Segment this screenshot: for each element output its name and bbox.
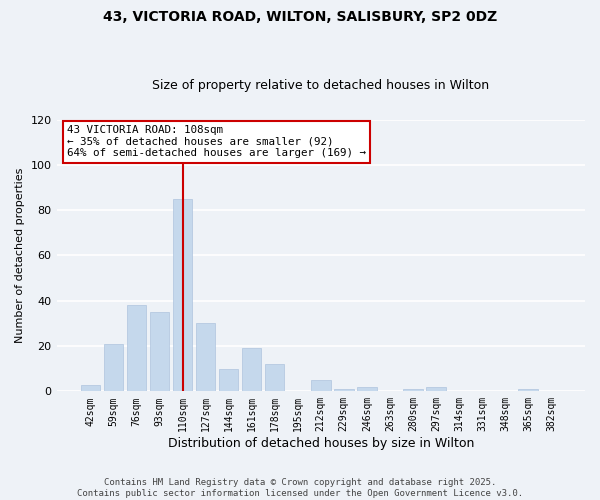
X-axis label: Distribution of detached houses by size in Wilton: Distribution of detached houses by size … — [167, 437, 474, 450]
Title: Size of property relative to detached houses in Wilton: Size of property relative to detached ho… — [152, 79, 490, 92]
Bar — [173, 199, 193, 392]
Text: 43 VICTORIA ROAD: 108sqm
← 35% of detached houses are smaller (92)
64% of semi-d: 43 VICTORIA ROAD: 108sqm ← 35% of detach… — [67, 125, 366, 158]
Bar — [196, 324, 215, 392]
Y-axis label: Number of detached properties: Number of detached properties — [15, 168, 25, 343]
Bar — [426, 387, 446, 392]
Bar — [149, 312, 169, 392]
Bar — [127, 306, 146, 392]
Bar — [265, 364, 284, 392]
Bar — [219, 368, 238, 392]
Text: Contains HM Land Registry data © Crown copyright and database right 2025.
Contai: Contains HM Land Registry data © Crown c… — [77, 478, 523, 498]
Bar — [403, 389, 423, 392]
Bar — [80, 384, 100, 392]
Bar — [334, 389, 353, 392]
Bar — [518, 389, 538, 392]
Bar — [311, 380, 331, 392]
Bar — [242, 348, 262, 392]
Bar — [357, 387, 377, 392]
Text: 43, VICTORIA ROAD, WILTON, SALISBURY, SP2 0DZ: 43, VICTORIA ROAD, WILTON, SALISBURY, SP… — [103, 10, 497, 24]
Bar — [104, 344, 123, 392]
